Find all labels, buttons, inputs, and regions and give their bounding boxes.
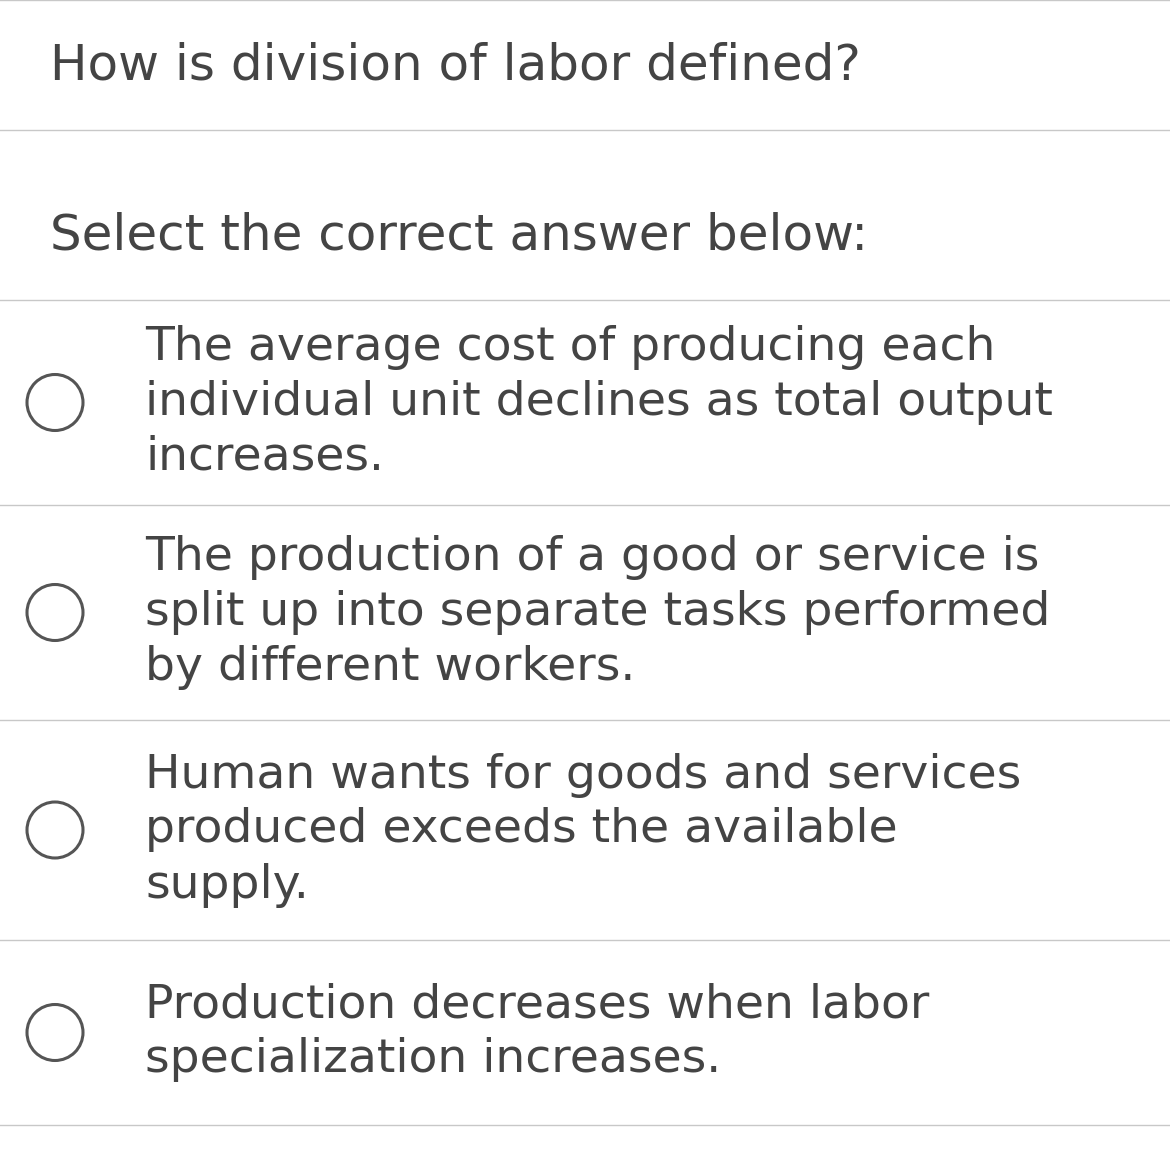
Text: Production decreases when labor: Production decreases when labor	[145, 983, 929, 1027]
Text: supply.: supply.	[145, 862, 309, 908]
Text: produced exceeds the available: produced exceeds the available	[145, 808, 897, 853]
Text: split up into separate tasks performed: split up into separate tasks performed	[145, 590, 1051, 634]
Text: by different workers.: by different workers.	[145, 645, 635, 690]
Text: The average cost of producing each: The average cost of producing each	[145, 325, 996, 370]
Text: specialization increases.: specialization increases.	[145, 1038, 721, 1083]
Text: individual unit declines as total output: individual unit declines as total output	[145, 380, 1053, 425]
Text: Human wants for goods and services: Human wants for goods and services	[145, 753, 1021, 797]
Text: How is division of labor defined?: How is division of labor defined?	[50, 41, 861, 89]
Text: increases.: increases.	[145, 435, 384, 480]
Text: The production of a good or service is: The production of a good or service is	[145, 535, 1039, 580]
Text: Select the correct answer below:: Select the correct answer below:	[50, 211, 868, 259]
